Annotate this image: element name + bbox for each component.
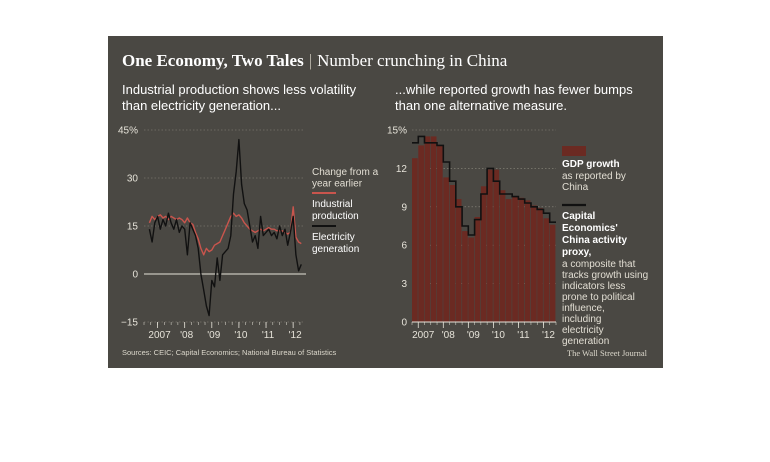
legend-label-proxy: Capital: [562, 211, 596, 222]
right-y-tick-label: 6: [401, 241, 407, 252]
legend-detail-gdp: as reported by: [562, 171, 626, 182]
legend-label-proxy: Economics': [562, 223, 618, 234]
gdp-bar: [480, 186, 487, 322]
left-y-tick-label: 45%: [118, 126, 138, 137]
gdp-bar: [524, 200, 531, 322]
publication-credit: The Wall Street Journal: [566, 348, 647, 358]
legend-label-gdp: GDP growth: [562, 159, 620, 170]
right-chart-title: ...while reported growth has fewer bumps…: [395, 82, 633, 113]
left-y-tick-label: 0: [132, 270, 138, 281]
right-x-tick-label: '12: [542, 330, 555, 341]
chart-panel: One Economy, Two Tales | Number crunching …: [108, 36, 663, 368]
right-x-tick-label: '08: [442, 330, 455, 341]
legend-detail-proxy: influence,: [562, 303, 605, 314]
gdp-bar: [474, 217, 481, 322]
gdp-bar: [499, 190, 506, 322]
legend-detail-proxy: tracks growth using: [562, 270, 648, 281]
series-line-activity-proxy: [412, 135, 556, 236]
title-main: One Economy, Two Tales: [122, 51, 304, 70]
gdp-bar: [549, 224, 556, 322]
right-y-tick-label: 12: [396, 164, 408, 175]
left-legend-note: Change from a: [312, 167, 379, 178]
left-x-tick-label: '11: [262, 330, 275, 341]
legend-label-electricity: Electricity: [312, 232, 355, 243]
legend-detail-proxy: electricity: [562, 325, 604, 336]
legend-label-industrial: Industrial: [312, 199, 353, 210]
gdp-bar: [518, 197, 525, 322]
right-y-tick-label: 3: [401, 279, 407, 290]
gdp-bar: [418, 145, 424, 322]
legend-label-proxy: proxy,: [562, 247, 591, 258]
left-x-tick-label: '09: [207, 330, 220, 341]
gdp-bar: [512, 196, 518, 322]
legend-detail-proxy: indicators less: [562, 281, 625, 292]
gdp-bar: [505, 199, 512, 322]
left-y-tick-label: −15: [121, 318, 138, 329]
legend-label-electricity: generation: [312, 244, 359, 255]
gdp-bar: [531, 205, 537, 322]
right-y-tick-label: 0: [401, 318, 407, 329]
sources-note: Sources: CEIC; Capital Economics; Nation…: [122, 348, 337, 357]
right-x-tick-label: '11: [517, 330, 530, 341]
legend-detail-proxy: a composite that: [562, 259, 636, 270]
gdp-bar: [537, 208, 543, 322]
legend-detail-gdp: China: [562, 182, 589, 193]
left-y-tick-label: 30: [127, 174, 139, 185]
series-line-electricity-generation: [148, 138, 302, 317]
gdp-bar: [493, 169, 500, 322]
gdp-bar: [412, 158, 418, 322]
left-legend-note: year earlier: [312, 179, 363, 190]
legend-detail-proxy: including: [562, 314, 601, 325]
left-chart-title: Industrial production shows less volatil…: [122, 82, 357, 113]
right-y-tick-label: 9: [401, 202, 407, 213]
title-subtitle: Number crunching in China: [317, 51, 508, 70]
left-x-tick-label: 2007: [148, 330, 171, 341]
gdp-bar: [437, 145, 443, 322]
gdp-bar: [443, 177, 449, 322]
right-x-tick-label: 2007: [412, 330, 435, 341]
legend-detail-proxy: generation: [562, 336, 609, 347]
gdp-bar: [468, 237, 474, 322]
left-x-tick-label: '08: [180, 330, 193, 341]
gdp-bar: [449, 185, 456, 322]
gdp-bar: [455, 199, 462, 322]
right-x-tick-label: '09: [467, 330, 480, 341]
page-title: One Economy, Two Tales | Number crunching …: [122, 51, 507, 71]
left-y-tick-label: 15: [127, 222, 139, 233]
gdp-bar: [543, 218, 550, 322]
gdp-bar: [487, 169, 493, 322]
series-line-industrial-production: [148, 206, 302, 256]
left-x-tick-label: '10: [234, 330, 247, 341]
legend-label-proxy: China activity: [562, 235, 627, 246]
legend-swatch-gdp: [562, 146, 586, 156]
title-separator: |: [308, 51, 313, 70]
left-x-tick-label: '12: [289, 330, 302, 341]
gdp-bar: [430, 136, 437, 322]
gdp-bar: [424, 136, 431, 322]
gdp-bar: [462, 231, 468, 322]
legend-label-industrial: production: [312, 211, 359, 222]
legend-detail-proxy: prone to political: [562, 292, 635, 303]
right-y-tick-label: 15%: [387, 126, 407, 137]
right-x-tick-label: '10: [492, 330, 505, 341]
